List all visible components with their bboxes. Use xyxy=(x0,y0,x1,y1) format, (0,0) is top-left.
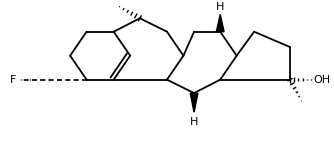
Text: H: H xyxy=(190,117,198,127)
Text: OH: OH xyxy=(313,75,330,85)
Polygon shape xyxy=(190,93,198,112)
Polygon shape xyxy=(216,14,224,32)
Text: H: H xyxy=(216,2,224,12)
Text: F: F xyxy=(10,75,16,85)
